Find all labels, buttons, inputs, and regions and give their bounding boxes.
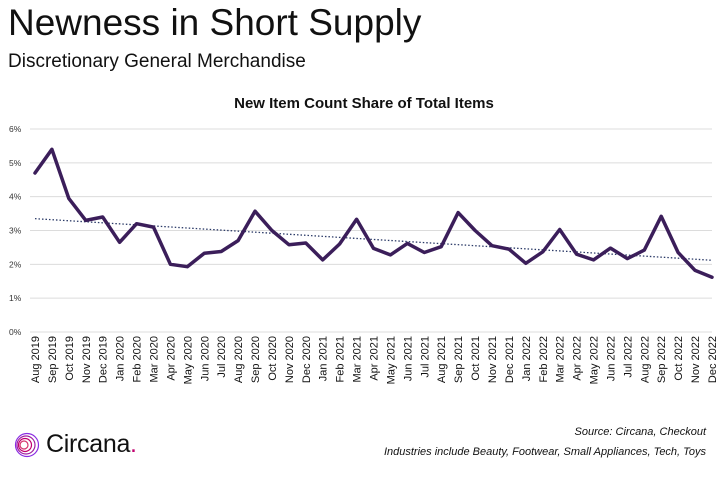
x-tick-label: Sep 2020	[250, 336, 262, 383]
x-tick-label: Jan 2021	[318, 336, 330, 381]
x-tick-label: Oct 2021	[470, 336, 482, 381]
series-line	[33, 147, 714, 279]
x-tick-label: Dec 2019	[98, 336, 110, 383]
circana-logo-icon	[14, 432, 40, 457]
page-subtitle: Discretionary General Merchandise	[8, 51, 306, 72]
x-tick-label: Nov 2022	[690, 336, 702, 383]
x-tick-label: Mar 2020	[148, 336, 160, 382]
x-tick-label: Nov 2021	[487, 336, 499, 383]
brand-name: Circana	[46, 430, 131, 458]
x-tick-label: Feb 2022	[538, 336, 550, 382]
x-tick-label: Apr 2020	[165, 336, 177, 381]
x-tick-label: Mar 2022	[555, 336, 567, 382]
x-tick-label: Oct 2022	[673, 336, 685, 381]
x-tick-label: Jul 2020	[216, 336, 228, 378]
x-tick-label: May 2022	[589, 336, 601, 384]
x-tick-label: Dec 2022	[707, 336, 719, 383]
x-tick-label: Dec 2021	[504, 336, 516, 383]
source-note: Source: Circana, Checkout	[574, 426, 706, 438]
x-tick-label: Apr 2022	[572, 336, 584, 381]
x-tick-label: Jun 2021	[402, 336, 414, 381]
y-tick-label: 0%	[9, 327, 22, 337]
x-axis-ticks: Aug 2019 Sep 2019 Oct 2019 Nov 2019 Dec 2019…	[30, 336, 719, 384]
x-tick-label: Aug 2020	[233, 336, 245, 383]
x-tick-label: Aug 2021	[436, 336, 448, 383]
x-tick-label: Feb 2021	[335, 336, 347, 382]
x-tick-label: Feb 2020	[132, 336, 144, 382]
circana-logo: Circana.	[14, 430, 137, 459]
x-tick-label: Mar 2021	[352, 336, 364, 382]
x-tick-label: Sep 2019	[47, 336, 59, 383]
x-tick-label: Nov 2019	[81, 336, 93, 383]
x-tick-label: May 2021	[385, 336, 397, 384]
y-tick-label: 2%	[9, 259, 22, 269]
x-tick-label: Oct 2020	[267, 336, 279, 381]
page-title: Newness in Short Supply	[8, 2, 422, 43]
y-tick-label: 1%	[9, 293, 22, 303]
x-tick-label: Oct 2019	[64, 336, 76, 381]
y-tick-label: 6%	[9, 124, 22, 134]
x-tick-label: Jul 2022	[622, 336, 634, 378]
x-tick-label: Sep 2022	[656, 336, 668, 383]
chart-gridlines	[30, 128, 712, 333]
x-tick-label: Aug 2022	[639, 336, 651, 383]
line-chart: New Item Count Share of Total Items 0% 1%…	[9, 95, 719, 384]
x-tick-label: Jan 2022	[521, 336, 533, 381]
x-tick-label: Dec 2020	[301, 336, 313, 383]
x-tick-label: Aug 2019	[30, 336, 42, 383]
chart-series	[33, 147, 714, 279]
x-tick-label: Nov 2020	[284, 336, 296, 383]
x-tick-label: Jul 2021	[419, 336, 431, 378]
brand-dot: .	[130, 430, 137, 458]
y-tick-label: 4%	[9, 192, 22, 202]
x-tick-label: Apr 2021	[369, 336, 381, 381]
y-tick-label: 5%	[9, 158, 22, 168]
y-axis-ticks: 0% 1% 2% 3% 4% 5% 6%	[9, 124, 22, 337]
x-tick-label: Sep 2021	[453, 336, 465, 383]
x-tick-label: Jun 2022	[605, 336, 617, 381]
industries-note: Industries include Beauty, Footwear, Sma…	[383, 446, 706, 458]
x-tick-label: Jan 2020	[115, 336, 127, 381]
chart-title: New Item Count Share of Total Items	[234, 95, 494, 112]
x-tick-label: May 2020	[182, 336, 194, 384]
x-tick-label: Jun 2020	[199, 336, 211, 381]
y-tick-label: 3%	[9, 226, 22, 236]
